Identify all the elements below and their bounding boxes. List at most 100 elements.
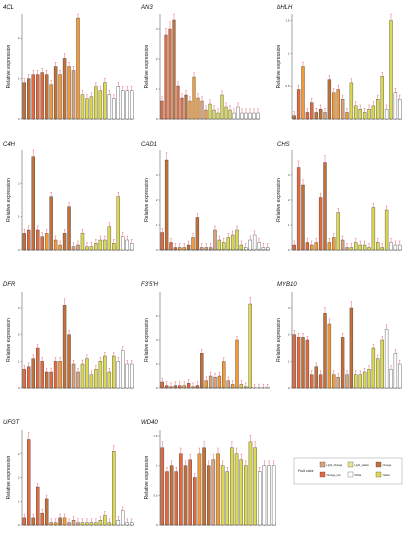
bar <box>252 234 257 251</box>
bar <box>257 242 261 251</box>
bar <box>164 159 169 251</box>
bar <box>107 522 112 526</box>
bar <box>398 363 402 389</box>
bar <box>204 380 208 389</box>
y-tick-label: 3 <box>18 306 20 310</box>
y-tick-label: 1 <box>288 51 290 55</box>
bar <box>336 212 340 251</box>
bar <box>35 486 40 526</box>
bar <box>85 246 89 251</box>
bar <box>80 233 85 251</box>
bar <box>44 498 49 526</box>
y-tick-label: 2 <box>288 198 290 202</box>
bar <box>314 242 318 251</box>
bar <box>98 90 103 120</box>
bar <box>183 465 188 526</box>
bar <box>31 358 35 389</box>
bar <box>367 108 371 120</box>
bar <box>354 105 358 120</box>
panel-title: WD40 <box>141 420 158 426</box>
bar <box>358 374 362 389</box>
bar <box>252 112 256 120</box>
y-axis-label: Relative expression <box>144 455 150 499</box>
bar <box>222 242 226 251</box>
panel-title: CHS <box>277 142 290 148</box>
bar <box>296 167 301 251</box>
bar <box>121 236 125 251</box>
bar <box>349 307 354 389</box>
bar <box>256 112 260 120</box>
bar <box>80 363 85 389</box>
bar <box>22 82 26 120</box>
legend-swatch <box>319 461 326 468</box>
bar <box>393 353 398 389</box>
bar <box>160 100 164 120</box>
bar <box>389 242 393 251</box>
bar <box>389 369 393 389</box>
bar <box>164 34 168 120</box>
bar <box>292 115 296 120</box>
bar <box>116 196 121 251</box>
bar <box>195 385 200 389</box>
bar <box>318 197 323 251</box>
bar <box>27 229 31 251</box>
panel-title: UFGT <box>3 420 21 426</box>
y-tick-label: 0 <box>288 248 290 252</box>
bar <box>202 447 206 526</box>
legend-label: White <box>355 473 362 477</box>
bar <box>310 102 314 120</box>
legend-label: Light_Orange <box>327 463 343 467</box>
bar <box>195 217 200 251</box>
bar <box>244 247 248 251</box>
panel-10: WD40 Relative expression 0 0.5 1 1.5 <box>141 420 276 527</box>
bar <box>40 72 44 120</box>
bar <box>206 465 211 526</box>
bar <box>354 242 358 251</box>
bar <box>130 243 134 251</box>
bar <box>380 339 384 389</box>
bar <box>345 112 349 120</box>
bar <box>380 247 384 251</box>
bar <box>40 361 44 389</box>
y-axis-label: Relative expression <box>6 455 12 499</box>
bar <box>340 99 345 120</box>
bar <box>180 97 184 120</box>
bar <box>239 384 244 389</box>
bar <box>371 207 376 251</box>
bar <box>80 94 85 120</box>
y-tick-label: 0 <box>18 248 20 252</box>
y-tick-label: 1.5 <box>153 434 158 438</box>
bar <box>168 28 172 120</box>
y-tick-label: 1 <box>288 223 290 227</box>
panel-title: MYB10 <box>277 282 297 288</box>
y-tick-label: 2 <box>156 198 158 202</box>
bar <box>384 209 389 251</box>
panel-title: C4H <box>3 142 16 148</box>
y-tick-label: 3 <box>156 27 158 31</box>
bar <box>53 66 58 120</box>
y-tick-label: 0 <box>18 523 20 527</box>
bar <box>224 106 228 120</box>
bar <box>340 337 345 389</box>
bar <box>62 58 67 120</box>
bar <box>125 363 129 389</box>
bar <box>305 242 310 251</box>
bar <box>217 239 222 251</box>
bar <box>178 247 182 251</box>
bar <box>362 112 367 120</box>
y-tick-label: 2 <box>156 57 158 61</box>
bar <box>345 247 349 251</box>
bar <box>164 385 169 389</box>
bar <box>292 244 296 251</box>
y-tick-label: 1 <box>18 77 20 81</box>
bar <box>85 358 89 389</box>
bar <box>305 112 310 120</box>
bar <box>58 361 62 389</box>
bar <box>384 108 389 120</box>
y-axis-label: Relative expression <box>6 318 12 362</box>
bar <box>67 66 71 120</box>
bar <box>327 79 332 120</box>
bar <box>253 447 257 526</box>
y-tick-label: 1 <box>156 464 158 468</box>
bar <box>107 226 112 251</box>
